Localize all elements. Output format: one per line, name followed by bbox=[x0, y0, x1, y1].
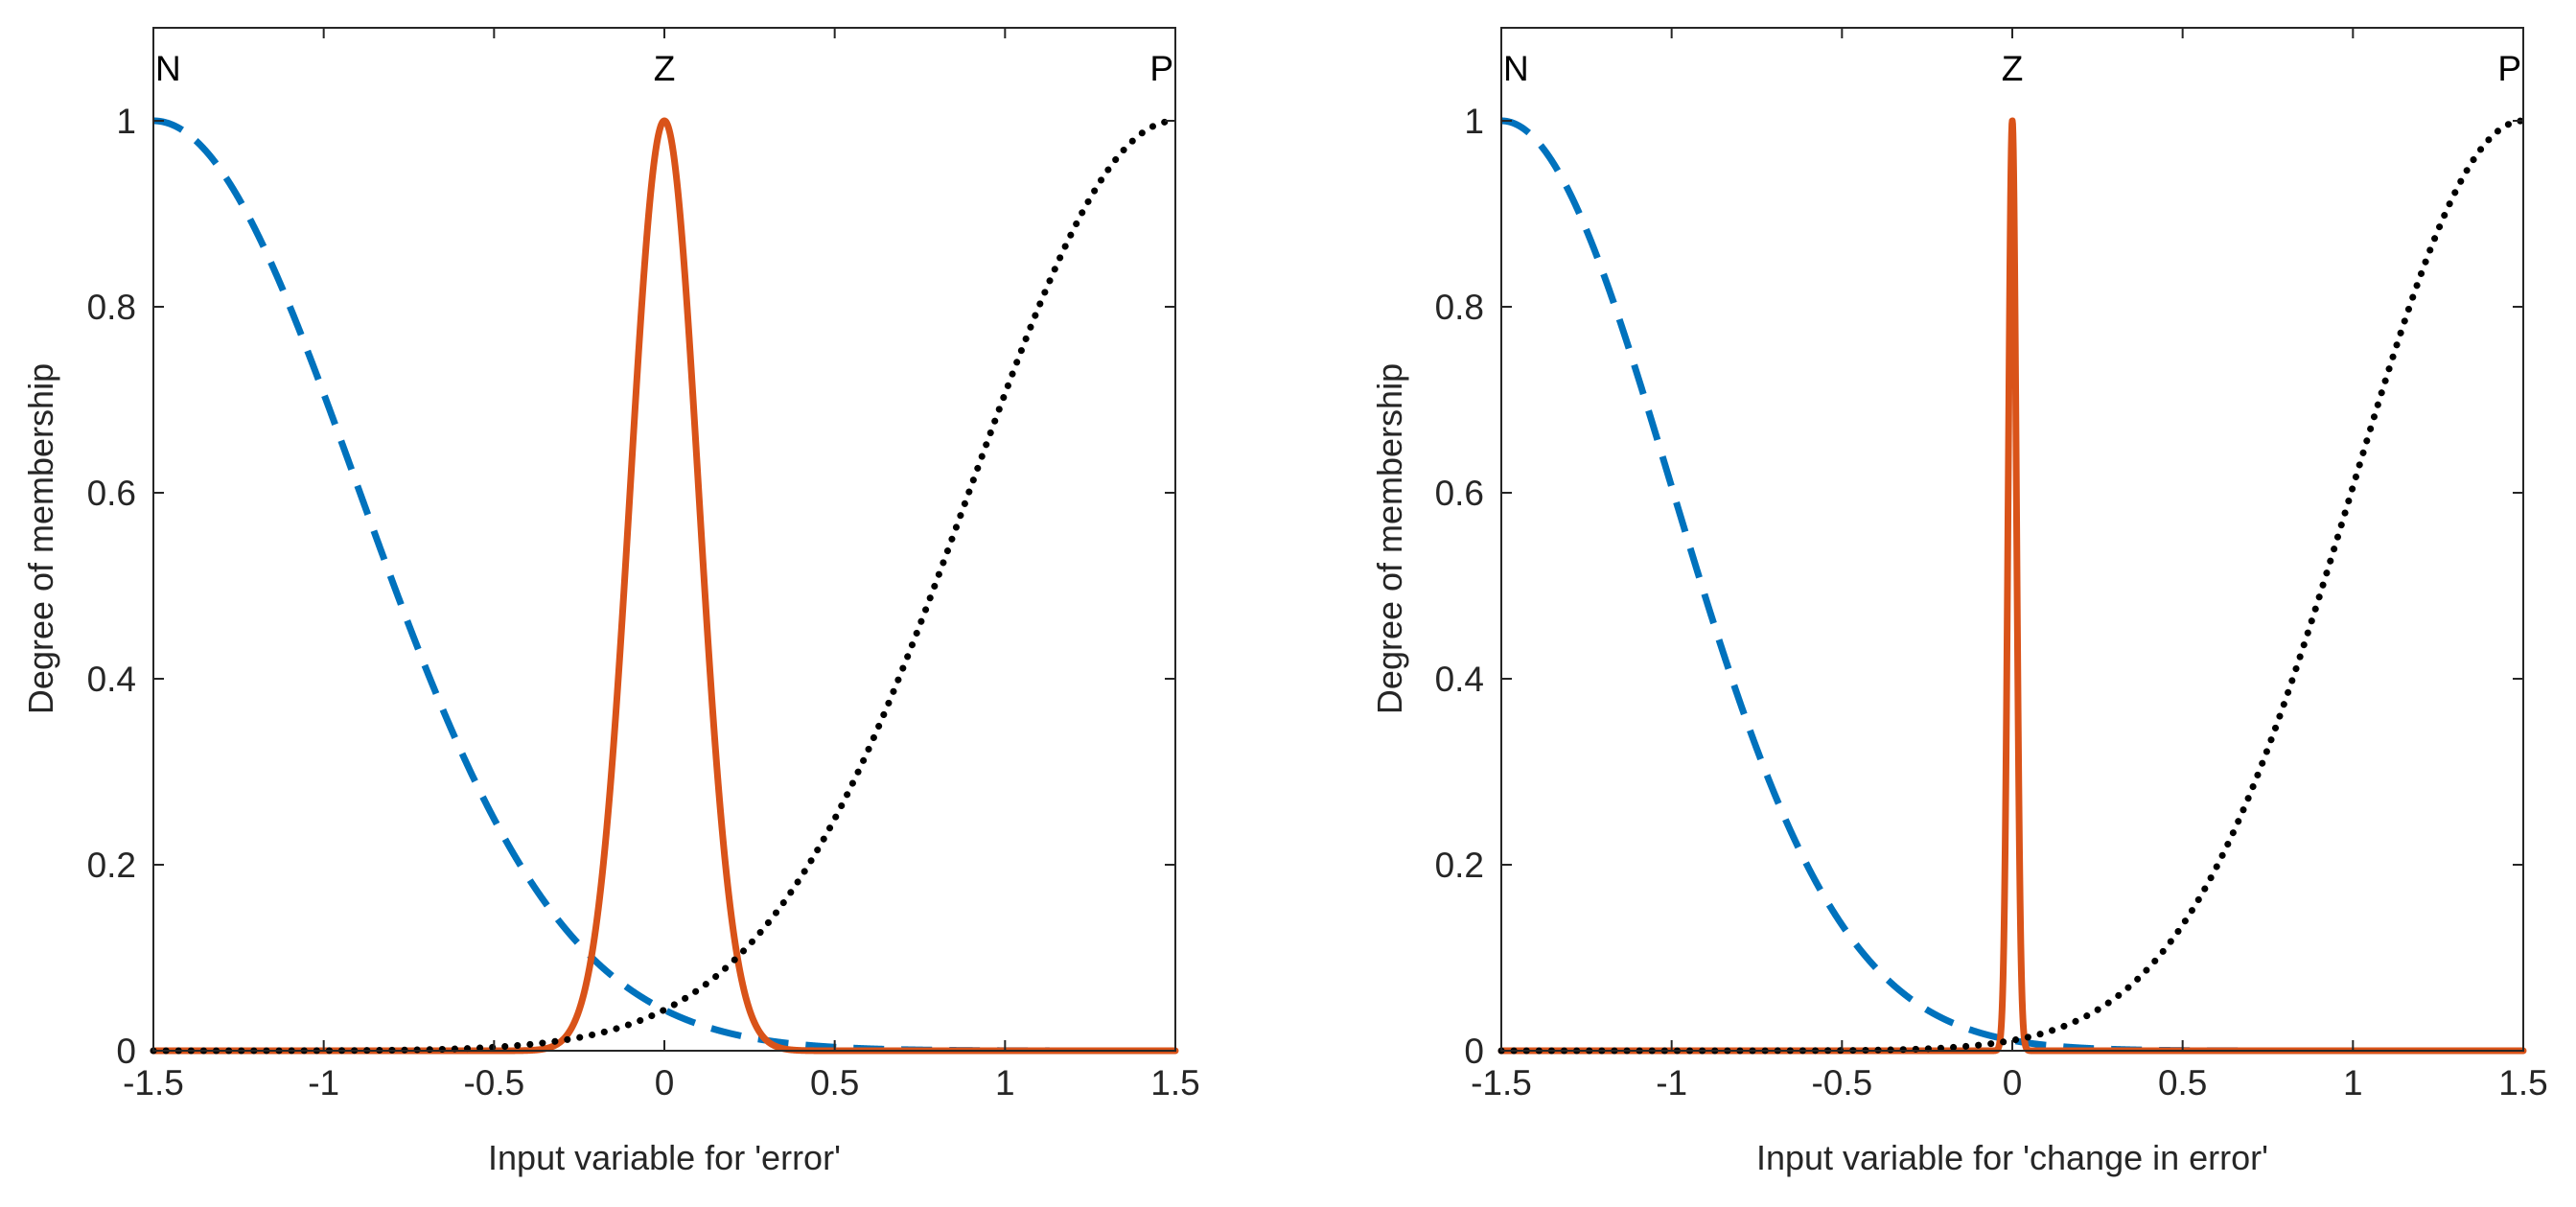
change-in-error-y-tick-label: 0.2 bbox=[1435, 846, 1484, 885]
change-in-error-y-tick-label: 1 bbox=[1464, 102, 1484, 141]
error-x-tick-label: -1 bbox=[308, 1063, 339, 1103]
change-in-error-mf-label-z: Z bbox=[2002, 49, 2024, 88]
error-mf-label-p: P bbox=[1149, 49, 1173, 88]
error-ticks-group: -1.5 -1 -0.5 0 0.5 1 1.500.20.40.60.81 bbox=[87, 28, 1200, 1103]
error-series-n-curve bbox=[153, 121, 1175, 1051]
change-in-error-x-tick-label: 0.5 bbox=[2158, 1063, 2207, 1103]
error-y-tick-label: 1 bbox=[116, 102, 136, 141]
change-in-error-y-tick-label: 0.6 bbox=[1435, 474, 1484, 513]
error-x-tick-label: 1.5 bbox=[1150, 1063, 1199, 1103]
change-in-error-mf-label-p: P bbox=[2497, 49, 2521, 88]
change-in-error-series-group bbox=[1501, 121, 2523, 1051]
change-in-error-series-z-curve bbox=[1501, 121, 2523, 1051]
change-in-error-x-tick-label: -1 bbox=[1656, 1063, 1687, 1103]
error-y-tick-label: 0 bbox=[116, 1032, 136, 1071]
error-series-group bbox=[153, 121, 1175, 1051]
change-in-error-mf-label-n: N bbox=[1503, 49, 1529, 88]
change-in-error-ticks-group: -1.5 -1 -0.5 0 0.5 1 1.500.20.40.60.81 bbox=[1435, 28, 2548, 1103]
change-in-error-x-tick-label: 0 bbox=[2003, 1063, 2023, 1103]
membership-function-figure: -1.5 -1 -0.5 0 0.5 1 1.500.20.40.60.81 NZP Inp… bbox=[0, 0, 2576, 1207]
change-in-error-x-axis-label: Input variable for 'change in error' bbox=[1756, 1138, 2268, 1177]
error-y-tick-label: 0.4 bbox=[87, 660, 136, 699]
error-y-tick-label: 0.2 bbox=[87, 846, 136, 885]
error-series-p-curve bbox=[153, 121, 1175, 1051]
error-x-tick-label: -0.5 bbox=[463, 1063, 524, 1103]
change-in-error-y-axis-label: Degree of membership bbox=[1370, 363, 1409, 714]
change-in-error-y-tick-label: 0.8 bbox=[1435, 288, 1484, 327]
change-in-error-x-tick-label: 1.5 bbox=[2498, 1063, 2547, 1103]
error-y-tick-label: 0.8 bbox=[87, 288, 136, 327]
error-y-tick-label: 0.6 bbox=[87, 474, 136, 513]
error-series-z-curve bbox=[153, 121, 1175, 1051]
error-mf-label-z: Z bbox=[654, 49, 676, 88]
error-x-tick-label: 1 bbox=[995, 1063, 1015, 1103]
change-in-error-x-tick-label: -0.5 bbox=[1811, 1063, 1872, 1103]
change-in-error-y-tick-label: 0 bbox=[1464, 1032, 1484, 1071]
error-y-axis-label: Degree of membership bbox=[21, 363, 60, 714]
change-in-error-y-tick-label: 0.4 bbox=[1435, 660, 1484, 699]
error-x-tick-label: 0 bbox=[655, 1063, 675, 1103]
error-axes-frame bbox=[153, 28, 1175, 1051]
error-x-axis-label: Input variable for 'error' bbox=[488, 1138, 841, 1177]
error-mf-label-n: N bbox=[155, 49, 181, 88]
error-x-tick-label: 0.5 bbox=[810, 1063, 859, 1103]
change-in-error-x-tick-label: 1 bbox=[2343, 1063, 2363, 1103]
